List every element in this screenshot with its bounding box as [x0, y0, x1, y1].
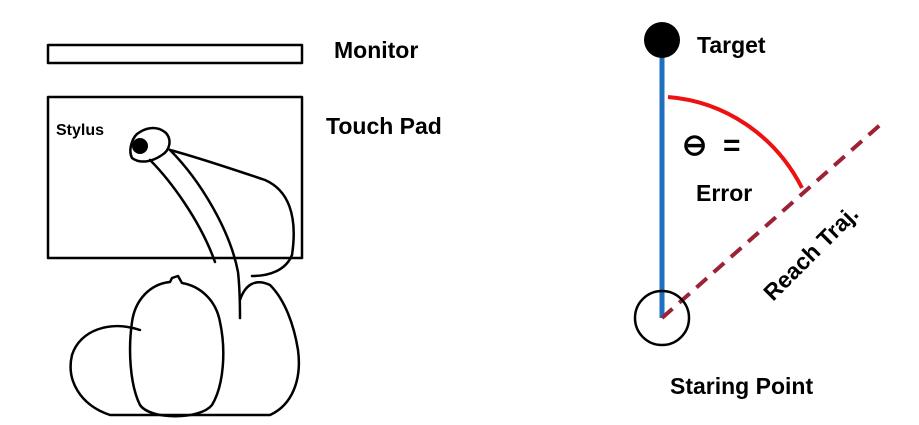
error-angle-arc: [667, 95, 804, 189]
start-point-label: Staring Point: [670, 373, 813, 399]
trajectory-label: Reach Traj.: [758, 200, 863, 305]
equals-sign: =: [723, 129, 741, 162]
target-label: Target: [697, 32, 766, 58]
theta-symbol: ⊖: [682, 129, 707, 162]
error-label: Error: [696, 180, 752, 206]
body-outline: [69, 281, 301, 417]
touchpad-label: Touch Pad: [326, 113, 442, 139]
start-point-icon: [633, 289, 691, 347]
hand-outline: [129, 126, 171, 163]
stylus-label: Stylus: [56, 122, 104, 139]
upper-arm-outline: [168, 148, 295, 278]
arm-outline: [168, 148, 242, 320]
apparatus-illustration: Monitor Touch Pad Stylus: [46, 37, 442, 418]
target-icon: [644, 22, 680, 58]
monitor-label: Monitor: [334, 37, 418, 63]
stylus-tip-icon: [132, 138, 148, 154]
reach-trajectory-line: [660, 123, 882, 320]
head-outline: [128, 274, 225, 418]
monitor-shape: [46, 43, 304, 65]
reach-geometry: Target Staring Point ⊖ = Error Reach Tra…: [633, 22, 882, 399]
touchpad-shape: [46, 95, 304, 260]
arm-outline-inner: [148, 158, 217, 264]
